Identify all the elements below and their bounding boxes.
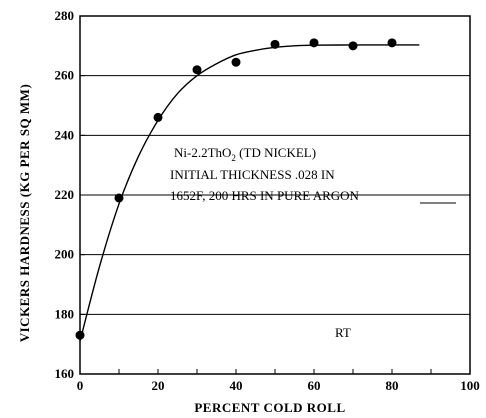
annotation-treatment: 1652F, 200 HRS IN PURE ARGON xyxy=(170,188,360,203)
data-points xyxy=(75,38,397,340)
y-tick-label-220: 220 xyxy=(55,187,75,202)
y-axis-ticks: 160 180 200 220 240 260 280 xyxy=(55,8,85,381)
data-point-6 xyxy=(309,38,319,48)
x-axis-label: PERCENT COLD ROLL xyxy=(194,400,345,415)
y-tick-label-240: 240 xyxy=(55,127,75,142)
annotation-condition: RT xyxy=(335,325,351,340)
data-point-3 xyxy=(192,65,202,75)
data-point-8 xyxy=(387,38,397,48)
y-tick-label-200: 200 xyxy=(55,247,75,262)
x-tick-label-0: 0 xyxy=(77,378,84,393)
data-point-7 xyxy=(348,41,358,51)
x-tick-label-80: 80 xyxy=(386,378,399,393)
gridlines xyxy=(80,75,470,315)
data-point-4 xyxy=(231,57,241,67)
x-tick-label-20: 20 xyxy=(152,378,165,393)
y-tick-label-160: 160 xyxy=(55,366,75,381)
x-tick-label-60: 60 xyxy=(308,378,321,393)
data-point-5 xyxy=(270,39,280,49)
annotation-thickness: INITIAL THICKNESS .028 IN xyxy=(170,167,335,182)
y-tick-label-280: 280 xyxy=(55,8,75,23)
y-tick-label-260: 260 xyxy=(55,68,75,83)
fit-curve xyxy=(79,44,420,342)
data-point-0 xyxy=(75,330,85,340)
x-axis-ticks: 0 20 40 60 80 100 xyxy=(77,369,480,393)
data-point-2 xyxy=(153,112,163,122)
annotation-material: Ni-2.2ThO2 (TD NICKEL) xyxy=(174,145,316,163)
x-tick-label-100: 100 xyxy=(460,378,480,393)
x-tick-label-40: 40 xyxy=(230,378,243,393)
y-axis-label: VICKERS HARDNESS (KG PER SQ MM) xyxy=(17,84,32,343)
y-tick-label-180: 180 xyxy=(55,306,75,321)
data-point-1 xyxy=(114,193,124,203)
